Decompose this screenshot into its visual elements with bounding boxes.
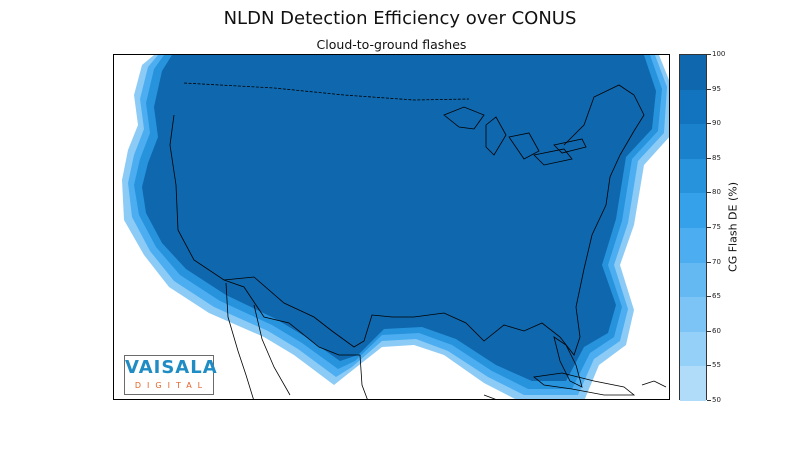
colorbar-segment: [680, 366, 706, 402]
colorbar: [679, 54, 707, 402]
boundary-lines: [169, 82, 667, 399]
colorbar-tick-label: 95: [712, 84, 721, 93]
colorbar-tick: [707, 400, 711, 401]
colorbar-tick: [707, 157, 711, 159]
colorbar-tick-label: 75: [712, 223, 721, 231]
colorbar-segment: [680, 331, 706, 367]
us-canada-border: [183, 82, 470, 101]
us-coastline: [169, 84, 645, 356]
colorbar-tick: [707, 296, 711, 298]
colorbar-label: CG Flash DE (%): [726, 182, 740, 272]
colorbar-segment: [680, 262, 706, 298]
colorbar-tick-label: 50: [712, 396, 721, 404]
colorbar-tick-label: 85: [712, 153, 721, 162]
caribbean-islands: [483, 380, 667, 399]
gulf-coast-mexico: [359, 354, 368, 399]
colorbar-tick-label: 65: [712, 292, 721, 301]
colorbar-tick-label: 60: [712, 326, 721, 335]
great-lakes-outline: [443, 106, 587, 166]
chart-title: NLDN Detection Efficiency over CONUS: [223, 8, 577, 29]
colorbar-tick-label: 55: [712, 361, 721, 370]
logo-sub-text: DIGITAL: [134, 381, 209, 390]
colorbar-tick: [707, 123, 711, 125]
florida-outline: [553, 336, 583, 388]
baja-peninsula: [225, 282, 254, 399]
colorbar-tick-label: 100: [712, 50, 726, 58]
colorbar-tick-label: 90: [712, 119, 721, 128]
colorbar-segment: [680, 124, 706, 160]
colorbar-tick: [707, 365, 711, 367]
colorbar-tick-label: 80: [712, 188, 721, 197]
cuba-outline: [533, 372, 636, 396]
map-panel: VAISALA DIGITAL: [113, 54, 670, 400]
colorbar-tick: [707, 54, 711, 55]
colorbar-segment: [680, 228, 706, 264]
colorbar-segment: [680, 297, 706, 333]
mexico-border: [223, 279, 360, 356]
vaisala-digital-logo: VAISALA DIGITAL: [124, 355, 218, 395]
colorbar-segment: [680, 89, 706, 125]
colorbar-tick: [707, 261, 711, 263]
mexico-mainland-coast: [253, 304, 291, 396]
de-band-core: [142, 55, 656, 381]
colorbar-tick-label: 70: [712, 257, 721, 266]
colorbar-tick: [707, 330, 711, 332]
detection-efficiency-map: [122, 55, 669, 399]
chart-subtitle: Cloud-to-ground flashes: [316, 37, 467, 52]
colorbar-segment: [680, 193, 706, 229]
logo-main-text: VAISALA: [125, 357, 218, 378]
colorbar-segment: [680, 158, 706, 194]
colorbar-segment: [680, 55, 706, 91]
colorbar-tick: [707, 227, 711, 228]
colorbar-tick: [707, 88, 711, 90]
colorbar-tick: [707, 192, 711, 194]
